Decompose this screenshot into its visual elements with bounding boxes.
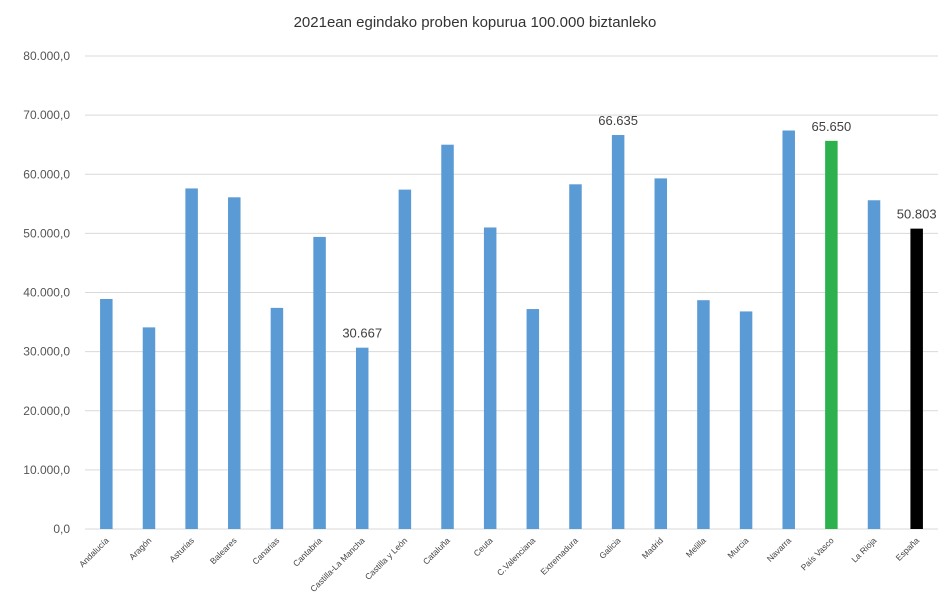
bar: [782, 130, 795, 529]
bar: [185, 188, 198, 529]
x-tick-label: Navarra: [765, 535, 794, 564]
x-tick-label: C.Valenciana: [495, 535, 538, 578]
bar: [228, 197, 241, 529]
y-tick-label: 80.000,0: [23, 49, 70, 63]
x-axis-ticks: Andalucía Aragón Asturias Baleares Canarias C…: [77, 535, 921, 594]
x-tick-label: Extremadura: [538, 535, 580, 577]
x-tick-label: La Rioja: [849, 535, 878, 564]
x-tick-label: Asturias: [167, 535, 196, 564]
bar: [697, 300, 710, 529]
bar: [739, 311, 753, 529]
x-tick-label: España: [894, 535, 922, 563]
bar: [569, 184, 582, 529]
bar: [270, 307, 284, 529]
bar: [100, 299, 113, 529]
bar: [611, 135, 625, 529]
x-tick-label: Murcia: [725, 535, 750, 560]
bar: [142, 327, 156, 529]
y-tick-label: 30.000,0: [23, 345, 70, 359]
y-tick-label: 60.000,0: [23, 167, 70, 181]
bar: [441, 144, 454, 529]
bar: [355, 347, 369, 529]
data-label: 50.803: [897, 207, 937, 222]
y-tick-label: 20.000,0: [23, 404, 70, 418]
data-labels: 30.667 66.635 65.650 50.803: [342, 113, 936, 341]
gridlines: [85, 55, 938, 530]
x-tick-label: Cataluña: [421, 535, 452, 566]
x-tick-label: Ceuta: [471, 535, 494, 558]
chart-title: 2021ean egindako proben kopurua 100.000 …: [294, 14, 657, 31]
y-tick-label: 50.000,0: [23, 226, 70, 240]
x-tick-label: Cantabria: [291, 535, 324, 568]
y-tick-label: 40.000,0: [23, 286, 70, 300]
bar: [526, 309, 540, 529]
x-tick-label: Baleares: [208, 535, 239, 566]
data-label: 65.650: [811, 119, 851, 134]
bar: [867, 200, 881, 529]
x-tick-label: Castilla y León: [363, 535, 410, 582]
data-label: 30.667: [342, 326, 382, 341]
x-tick-label: Melilla: [684, 535, 708, 559]
bar: [398, 189, 412, 529]
y-axis-ticks: 0,0 10.000,0 20.000,0 30.000,0 40.000,0 50.00…: [23, 49, 70, 536]
bar: [313, 236, 326, 530]
x-tick-label: Canarias: [250, 535, 281, 566]
x-tick-label: Madrid: [640, 535, 666, 561]
bar: [825, 140, 838, 530]
y-tick-label: 10.000,0: [23, 463, 70, 477]
y-tick-label: 70.000,0: [23, 108, 70, 122]
bar: [483, 227, 497, 529]
data-label: 66.635: [598, 113, 638, 128]
x-tick-label: Galicia: [597, 535, 623, 561]
bar: [910, 228, 923, 529]
x-tick-label: Aragón: [127, 535, 154, 562]
x-tick-label: País Vasco: [799, 535, 836, 572]
bar: [654, 178, 668, 530]
bars: [100, 130, 923, 530]
y-tick-label: 0,0: [53, 522, 70, 536]
x-tick-label: Andalucía: [77, 535, 111, 569]
